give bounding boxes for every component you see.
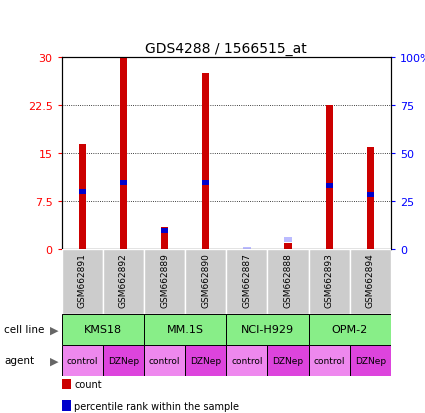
Text: KMS18: KMS18	[84, 324, 122, 335]
FancyBboxPatch shape	[185, 345, 226, 376]
Title: GDS4288 / 1566515_at: GDS4288 / 1566515_at	[145, 41, 307, 55]
FancyBboxPatch shape	[226, 314, 309, 345]
Text: cell line: cell line	[4, 324, 45, 335]
FancyBboxPatch shape	[103, 250, 144, 314]
Text: DZNep: DZNep	[108, 356, 139, 365]
Bar	[79, 144, 86, 250]
Text: DZNep: DZNep	[190, 356, 221, 365]
Text: ▶: ▶	[50, 355, 59, 366]
Bar	[284, 244, 292, 250]
FancyBboxPatch shape	[350, 345, 391, 376]
FancyBboxPatch shape	[226, 250, 267, 314]
Text: percentile rank within the sample: percentile rank within the sample	[74, 401, 239, 411]
Bar	[120, 58, 127, 250]
Text: DZNep: DZNep	[355, 356, 386, 365]
FancyBboxPatch shape	[144, 250, 185, 314]
FancyBboxPatch shape	[62, 314, 144, 345]
Bar	[367, 147, 374, 250]
Text: GSM662893: GSM662893	[325, 252, 334, 307]
Bar	[161, 228, 168, 250]
Bar	[243, 247, 251, 252]
FancyBboxPatch shape	[309, 345, 350, 376]
Text: GSM662891: GSM662891	[78, 252, 87, 307]
FancyBboxPatch shape	[267, 345, 309, 376]
Text: agent: agent	[4, 355, 34, 366]
Text: GSM662888: GSM662888	[283, 252, 292, 307]
Text: count: count	[74, 379, 102, 389]
FancyBboxPatch shape	[350, 250, 391, 314]
FancyBboxPatch shape	[103, 345, 144, 376]
FancyBboxPatch shape	[226, 345, 267, 376]
FancyBboxPatch shape	[267, 250, 309, 314]
Bar	[202, 180, 210, 185]
Text: control: control	[314, 356, 345, 365]
Bar	[284, 238, 292, 243]
Text: control: control	[231, 356, 263, 365]
FancyBboxPatch shape	[185, 250, 226, 314]
Text: control: control	[149, 356, 180, 365]
Text: control: control	[66, 356, 98, 365]
Bar	[79, 190, 86, 195]
Text: GSM662890: GSM662890	[201, 252, 210, 307]
Bar	[202, 74, 210, 250]
Text: GSM662889: GSM662889	[160, 252, 169, 307]
Text: GSM662892: GSM662892	[119, 252, 128, 307]
Bar	[326, 183, 333, 188]
Text: GSM662894: GSM662894	[366, 252, 375, 307]
Text: OPM-2: OPM-2	[332, 324, 368, 335]
FancyBboxPatch shape	[144, 345, 185, 376]
FancyBboxPatch shape	[62, 250, 103, 314]
FancyBboxPatch shape	[144, 314, 226, 345]
Text: ▶: ▶	[50, 324, 59, 335]
Text: MM.1S: MM.1S	[167, 324, 204, 335]
Bar	[161, 228, 168, 233]
Bar	[367, 193, 374, 198]
FancyBboxPatch shape	[62, 345, 103, 376]
Bar	[120, 180, 127, 185]
Text: NCI-H929: NCI-H929	[241, 324, 294, 335]
Text: GSM662887: GSM662887	[242, 252, 252, 307]
Bar	[326, 106, 333, 250]
FancyBboxPatch shape	[309, 314, 391, 345]
FancyBboxPatch shape	[309, 250, 350, 314]
Text: DZNep: DZNep	[272, 356, 303, 365]
